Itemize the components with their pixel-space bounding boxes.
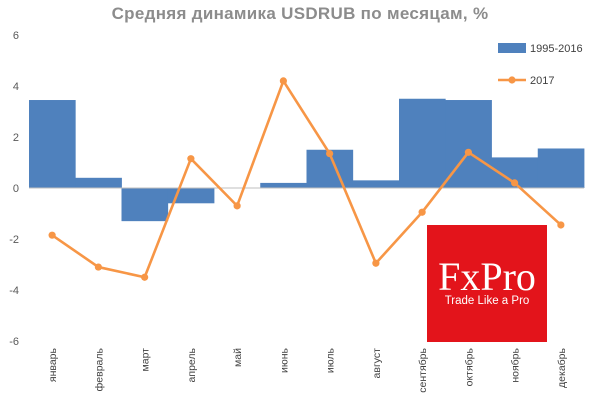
y-tick-label: 2 xyxy=(13,132,19,144)
point-2017-август xyxy=(372,259,380,267)
y-tick-label: -4 xyxy=(9,285,19,297)
point-2017-октябрь xyxy=(464,148,472,156)
legend-swatch-bars xyxy=(498,43,526,53)
point-2017-май xyxy=(233,202,241,210)
point-2017-декабрь xyxy=(557,221,565,229)
x-tick-label-август: август xyxy=(371,348,383,379)
bar-февраль xyxy=(75,177,122,188)
x-tick-label-сентябрь: сентябрь xyxy=(417,347,429,392)
y-tick-label: 6 xyxy=(13,30,19,42)
point-2017-июль xyxy=(326,149,334,158)
x-tick-label-декабрь: декабрь xyxy=(556,347,568,387)
x-tick-label-апрель: апрель xyxy=(186,347,198,382)
point-2017-июнь xyxy=(279,77,287,85)
fxpro-logo-slogan: Trade Like a Pro xyxy=(444,295,530,307)
point-2017-ноябрь xyxy=(511,179,519,187)
legend: 1995-2016 2017 xyxy=(498,43,583,87)
point-2017-сентябрь xyxy=(418,208,426,216)
x-tick-label-октябрь: октябрь xyxy=(463,347,475,386)
bar-март xyxy=(121,188,169,222)
y-tick-label: 0 xyxy=(13,183,19,195)
bar-апрель xyxy=(167,188,215,204)
y-tick-label: -2 xyxy=(9,234,19,246)
y-tick-label: 4 xyxy=(13,81,19,93)
x-tick-label-июль: июль xyxy=(325,347,337,373)
line-2017 xyxy=(51,79,562,279)
point-2017-январь xyxy=(48,231,56,239)
point-2017-февраль xyxy=(94,263,102,271)
y-tick-label: -6 xyxy=(9,336,19,348)
point-2017-апрель xyxy=(187,155,195,163)
x-tick-label-май: май xyxy=(232,348,244,367)
x-tick-label-ноябрь: ноябрь xyxy=(510,347,522,382)
bar-январь xyxy=(29,100,76,188)
x-tick-label-март: март xyxy=(140,348,152,372)
fxpro-logo: FxPro Trade Like a Pro xyxy=(427,225,547,342)
bar-декабрь xyxy=(537,148,585,188)
line-series-group xyxy=(48,77,565,281)
bar-август xyxy=(352,180,400,188)
fxpro-logo-text: FxPro xyxy=(438,254,536,299)
bar-июнь xyxy=(260,182,307,188)
legend-marker-line xyxy=(508,76,516,84)
x-tick-label-январь: январь xyxy=(47,347,59,382)
point-2017-март xyxy=(141,273,149,281)
legend-label-bars: 1995-2016 xyxy=(530,43,583,55)
x-tick-label-июнь: июнь xyxy=(278,347,290,373)
bar-сентябрь xyxy=(399,98,446,188)
legend-label-line: 2017 xyxy=(530,75,554,87)
x-tick-label-февраль: февраль xyxy=(93,347,105,391)
chart-title: Средняя динамика USDRUB по месяцам, % xyxy=(111,4,489,23)
axes-group: -6 -4 -2 0 2 4 6 январь февраль март апрель май июнь… xyxy=(9,30,584,393)
